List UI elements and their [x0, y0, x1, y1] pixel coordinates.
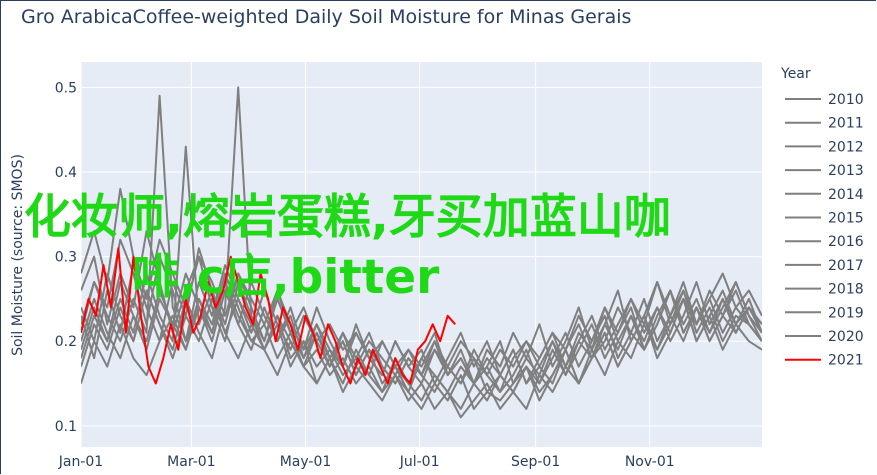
y-tick-label: 0.2	[55, 334, 77, 350]
chart-title: Gro ArabicaCoffee-weighted Daily Soil Mo…	[21, 6, 632, 28]
series-line-2018	[81, 94, 762, 393]
legend-item-2021[interactable]: 2021	[785, 353, 864, 369]
watermark-text: 化妆师,熔岩蛋糕,牙买加蓝山咖 啡,c店,bitter	[24, 188, 794, 308]
legend-item-2016[interactable]: 2016	[785, 234, 864, 250]
y-tick-labels: 0.1 0.2 0.3 0.4 0.5	[55, 80, 77, 434]
legend-label: 2010	[828, 92, 864, 108]
series-line-2020	[81, 86, 762, 393]
legend-label: 2012	[828, 139, 864, 155]
y-tick-label: 0.4	[55, 165, 77, 181]
legend-label: 2020	[828, 329, 864, 345]
y-tick-label: 0.3	[55, 250, 77, 266]
legend-label: 2011	[828, 116, 864, 132]
x-tick-label: Jan-01	[58, 454, 103, 470]
series-line-2021	[81, 247, 456, 385]
legend-label: 2019	[828, 305, 864, 321]
x-tick-labels: Jan-01 Mar-01 May-01 Jul-01 Sep-01 Nov-01	[58, 454, 675, 470]
legend-item-2011[interactable]: 2011	[785, 116, 864, 132]
legend: 2010 2011 2012 2013 2014 2015 2016 2017 2018 2019…	[785, 92, 864, 369]
legend-label: 2015	[828, 211, 864, 227]
legend-label: 2014	[828, 187, 864, 203]
y-tick-label: 0.1	[55, 419, 77, 435]
watermark-line-1: 化妆师,熔岩蛋糕,牙买加蓝山咖	[24, 190, 671, 245]
series-line-2019	[81, 145, 762, 410]
legend-label: 2017	[828, 258, 864, 274]
legend-label: 2016	[828, 234, 864, 250]
x-tick-label: Nov-01	[625, 454, 675, 470]
legend-label: 2018	[828, 282, 864, 298]
legend-title: Year	[781, 66, 811, 82]
legend-item-2020[interactable]: 2020	[785, 329, 864, 345]
x-tick-label: Jul-01	[399, 454, 440, 470]
legend-item-2017[interactable]: 2017	[785, 258, 864, 274]
legend-item-2015[interactable]: 2015	[785, 211, 864, 227]
y-gridlines	[81, 86, 762, 427]
legend-item-2012[interactable]: 2012	[785, 139, 864, 155]
legend-item-2018[interactable]: 2018	[785, 282, 864, 298]
legend-item-2013[interactable]: 2013	[785, 163, 864, 179]
x-tick-label: May-01	[280, 454, 332, 470]
y-axis-title: Soil Moisture (source: SMOS)	[10, 154, 26, 356]
legend-label: 2021	[828, 353, 864, 369]
x-tick-label: Sep-01	[511, 454, 560, 470]
series-layer	[81, 86, 762, 419]
watermark-line-2: 啡,c店,bitter	[132, 250, 440, 305]
legend-label: 2013	[828, 163, 864, 179]
legend-item-2014[interactable]: 2014	[785, 187, 864, 203]
legend-item-2019[interactable]: 2019	[785, 305, 864, 321]
legend-item-2010[interactable]: 2010	[785, 92, 864, 108]
x-tick-label: Mar-01	[167, 454, 215, 470]
y-tick-label: 0.5	[55, 80, 77, 96]
